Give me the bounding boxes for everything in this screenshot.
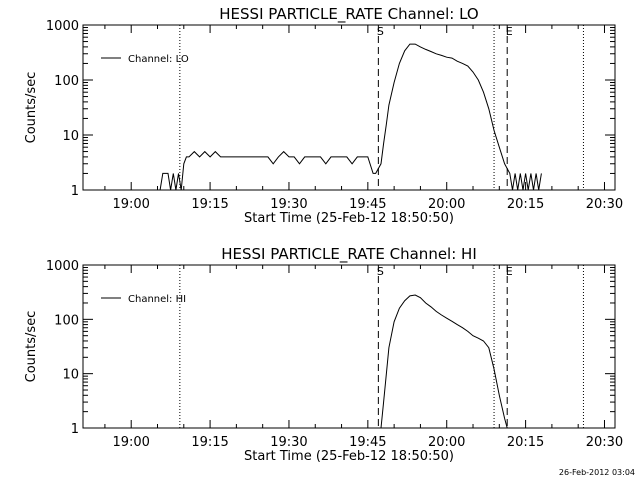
- marker-label: E: [506, 265, 513, 278]
- y-tick-label: 1000: [46, 19, 79, 34]
- marker-label: E: [506, 25, 513, 38]
- y-tick-label: 100: [54, 74, 79, 89]
- x-tick-label: 19:15: [191, 435, 228, 450]
- x-tick-label: 19:30: [270, 197, 307, 212]
- x-tick-label: 19:00: [112, 197, 149, 212]
- x-tick-label: 19:30: [270, 435, 307, 450]
- y-tick-label: 10: [62, 368, 79, 383]
- legend-label: Channel: HI: [128, 294, 186, 305]
- x-tick-label: 20:15: [507, 435, 544, 450]
- y-tick-label: 10: [62, 129, 79, 144]
- x-tick-label: 19:00: [112, 435, 149, 450]
- marker-label: S: [377, 265, 384, 278]
- x-tick-label: 19:15: [191, 197, 228, 212]
- footer-timestamp: 26-Feb-2012 03:04: [559, 468, 635, 477]
- y-tick-label: 1: [71, 184, 79, 199]
- chart-title: HESSI PARTICLE_RATE Channel: HI: [221, 245, 477, 264]
- marker-label: S: [377, 25, 384, 38]
- x-tick-label: 20:00: [428, 197, 465, 212]
- x-tick-label: 20:30: [586, 435, 623, 450]
- y-tick-label: 100: [54, 313, 79, 328]
- x-tick-label: 19:45: [349, 435, 386, 450]
- x-tick-label: 19:45: [349, 197, 386, 212]
- chart-panel: HESSI PARTICLE_RATE Channel: LO Counts/se…: [24, 5, 623, 226]
- series-line: [159, 43, 542, 191]
- y-tick-label: 1: [71, 422, 79, 437]
- x-axis-label: Start Time (25-Feb-12 18:50:50): [244, 211, 454, 226]
- series-line: [380, 294, 508, 429]
- x-tick-label: 20:30: [586, 197, 623, 212]
- legend-label: Channel: LO: [128, 54, 189, 65]
- x-axis-label: Start Time (25-Feb-12 18:50:50): [244, 449, 454, 464]
- panels: HESSI PARTICLE_RATE Channel: LO Counts/se…: [24, 5, 623, 464]
- x-tick-label: 20:15: [507, 197, 544, 212]
- y-tick-label: 1000: [46, 259, 79, 274]
- chart-title: HESSI PARTICLE_RATE Channel: LO: [219, 5, 478, 24]
- plot-frame: [82, 264, 616, 429]
- plot-frame: [82, 24, 616, 191]
- y-axis-label: Counts/sec: [24, 311, 39, 383]
- chart-panel: HESSI PARTICLE_RATE Channel: HI Counts/se…: [24, 245, 623, 464]
- y-axis-label: Counts/sec: [24, 72, 39, 144]
- x-tick-label: 20:00: [428, 435, 465, 450]
